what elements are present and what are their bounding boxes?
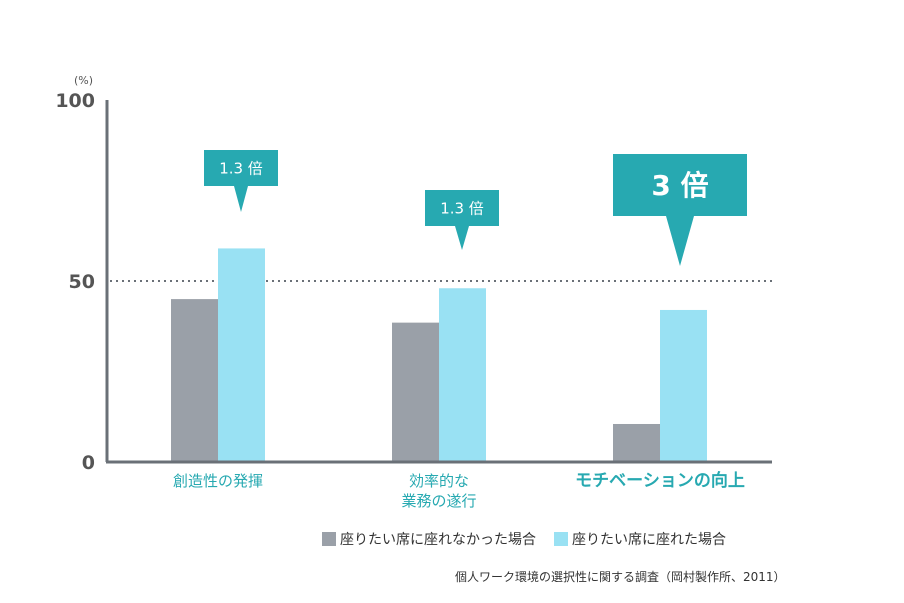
source-note: 個人ワーク環境の選択性に関する調査（岡村製作所、2011） [455,570,786,584]
category-label-2: 効率的な [409,472,469,490]
legend-label-not-seated: 座りたい席に座れなかった場合 [340,532,536,548]
callout-label-2: 1.3 倍 [440,199,484,217]
legend-swatch-gray [322,532,336,546]
legend-swatch-blue [554,532,568,546]
bar-series2-cat2 [439,288,486,462]
bar-series2-cat3 [660,309,707,462]
legend-label-seated: 座りたい席に座れた場合 [572,532,726,548]
callout-label-3: 3 倍 [651,169,708,202]
category-label-3: モチベーションの向上 [575,470,745,491]
bar-series1-cat3 [613,423,660,462]
y-tick-label: 50 [69,271,95,293]
bar-series1-cat1 [171,299,218,462]
callout-bubble-1 [204,150,278,212]
y-tick-label: 100 [55,90,95,112]
y-unit-label: (%) [74,74,93,87]
callout-bubble-2 [425,190,499,250]
legend-item-seated: 座りたい席に座れた場合 [554,529,726,549]
legend-item-not-seated: 座りたい席に座れなかった場合 [322,529,536,549]
callout-label-1: 1.3 倍 [219,159,263,177]
category-label-2: 業務の遂行 [401,492,476,510]
category-label-1: 創造性の発揮 [173,472,263,490]
y-tick-label: 0 [82,452,95,474]
legend: 座りたい席に座れなかった場合 座りたい席に座れた場合 [322,529,744,549]
bar-series1-cat2 [392,322,439,462]
bar-series2-cat1 [218,248,265,462]
callout-bubble-3 [613,154,747,266]
